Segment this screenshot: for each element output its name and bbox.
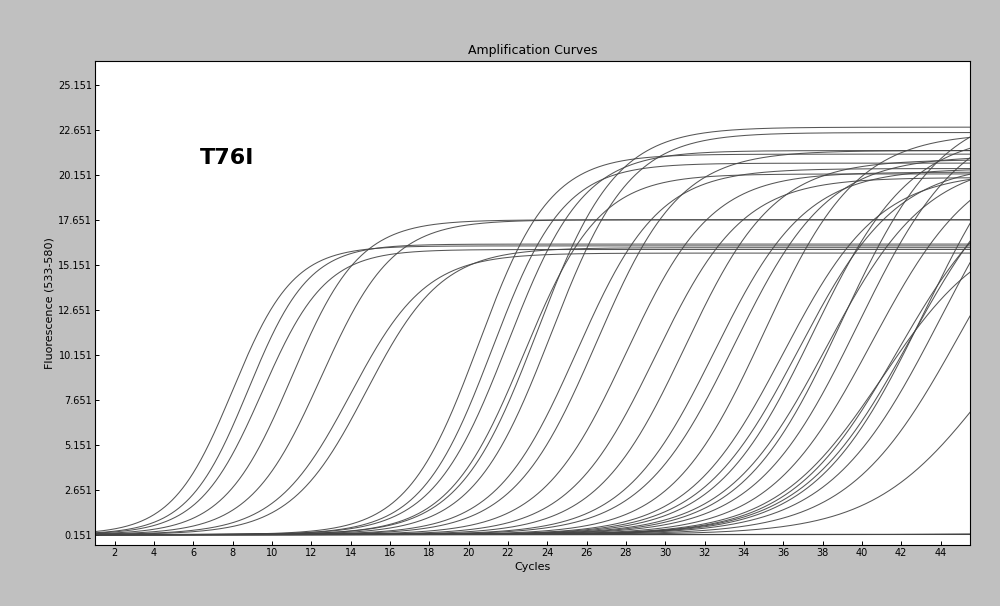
Y-axis label: Fluorescence (533-580): Fluorescence (533-580) <box>44 237 54 369</box>
Text: T76I: T76I <box>200 147 254 168</box>
X-axis label: Cycles: Cycles <box>514 562 551 572</box>
Title: Amplification Curves: Amplification Curves <box>468 44 597 56</box>
